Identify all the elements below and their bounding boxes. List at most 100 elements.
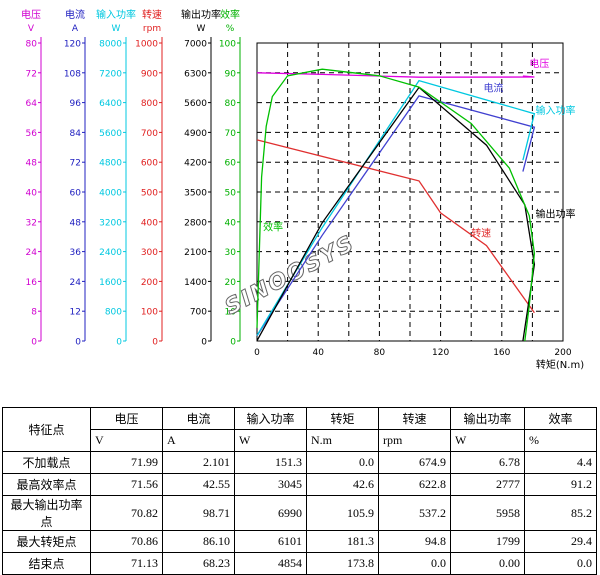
x-tick-label: 160 (493, 348, 510, 358)
table-cell: 0.0 (306, 451, 379, 474)
table-unit-cell: N.m (306, 429, 379, 452)
series-label-efficiency: 效率 (263, 221, 283, 234)
table-cell: 4.4 (524, 451, 597, 474)
performance-chart: 电压 V 0 8 16 24 32 40 48 56 64 72 80 电流 A 0 12 24 36 48 60 72 8… (21, 8, 584, 371)
table-cell: 42.55 (162, 473, 235, 496)
table-cell: 622.8 (378, 473, 451, 496)
x-tick-label: 120 (432, 348, 449, 358)
voltage-axis-unit: V (28, 24, 35, 34)
table-unit-cell: V (90, 429, 163, 452)
x-tick-label: 80 (374, 348, 386, 358)
speed-tick-label: 100 (141, 308, 158, 318)
series-line-efficiency (256, 68, 536, 342)
table-cell: 1799 (450, 530, 525, 553)
efficiency-tick-label: 70 (225, 129, 237, 139)
table-header-cell: 特征点 (2, 407, 91, 452)
table-cell: 0.0 (378, 552, 451, 575)
table-row-label: 最大输出功率点 (2, 495, 91, 531)
current-tick-label: 96 (70, 99, 82, 109)
table-row-label: 不加载点 (2, 451, 91, 474)
current-axis-title: 电流 (65, 8, 85, 21)
y-axes: 电压 V 0 8 16 24 32 40 48 56 64 72 80 电流 A 0 12 24 36 48 60 72 8… (21, 8, 241, 348)
efficiency-axis: 效率% 0 10 20 30 40 50 60 70 80 90 100 (219, 8, 241, 348)
table-unit-cell: rpm (378, 429, 451, 452)
speed-tick-label: 0 (152, 338, 158, 348)
table-cell: 94.8 (378, 530, 451, 553)
voltage-tick-label: 8 (31, 308, 37, 318)
output-power-axis: 输出功率 W 0 700 1400 2100 2800 3500 4200 4900 5600 630… (181, 8, 221, 348)
speed-tick-label: 700 (141, 129, 158, 139)
input-power-tick-label: 1600 (99, 278, 122, 288)
efficiency-tick-label: 0 (230, 338, 236, 348)
input-power-axis: 输入功率 W 0 800 1600 2400 3200 4000 4800 5600 6400 720… (96, 8, 136, 348)
output-power-tick-label: 0 (201, 338, 207, 348)
table-cell: 86.10 (162, 530, 235, 553)
speed-tick-label: 400 (141, 218, 158, 228)
speed-tick-label: 300 (141, 248, 158, 258)
series-line-input-power (256, 79, 536, 336)
table-unit-row: V A W N.m rpm W% (3, 429, 597, 452)
table-cell: 537.2 (378, 495, 451, 531)
series-line-speed (256, 139, 535, 314)
table-cell: 2.101 (162, 451, 235, 474)
table-cell: 6101 (234, 530, 307, 553)
table-row-label: 最大转矩点 (2, 530, 91, 553)
efficiency-tick-label: 90 (225, 69, 237, 79)
table-cell: 0.00 (450, 552, 525, 575)
series-label-speed: 转速 (471, 227, 491, 240)
voltage-tick-label: 0 (31, 338, 37, 348)
output-power-tick-label: 7000 (184, 40, 207, 50)
current-tick-label: 108 (64, 69, 81, 79)
speed-tick-label: 500 (141, 189, 158, 199)
table-cell: 71.13 (90, 552, 163, 575)
series-label-voltage: 电压 (529, 57, 549, 70)
x-axis-title: 转矩(N.m) (536, 358, 584, 371)
plot-grid (256, 42, 564, 342)
output-power-axis-unit: W (197, 24, 206, 34)
table-header-row: 特征点 电压 电流 输入功率 转矩 转速 输出功率 效率 (2, 407, 597, 452)
series-label-output-power: 输出功率 (535, 208, 575, 221)
efficiency-tick-label: 40 (225, 218, 237, 228)
x-tick-label: 200 (554, 348, 571, 358)
table-cell: 105.9 (306, 495, 379, 531)
voltage-tick-label: 56 (26, 129, 38, 139)
table-unit-cell: A (162, 429, 235, 452)
voltage-tick-label: 64 (26, 99, 38, 109)
table-cell: 6990 (234, 495, 307, 531)
table-cell: 4854 (234, 552, 307, 575)
input-power-tick-label: 8000 (99, 40, 122, 50)
voltage-tick-label: 80 (26, 40, 38, 50)
output-power-tick-label: 2800 (184, 218, 207, 228)
input-power-tick-label: 6400 (99, 99, 122, 109)
series-line-output-power (256, 86, 536, 342)
table-cell: 2777 (450, 473, 525, 496)
table-cell: 68.23 (162, 552, 235, 575)
table-cell: 151.3 (234, 451, 307, 474)
table-cell: 0.0 (524, 552, 597, 575)
current-tick-label: 84 (70, 129, 82, 139)
current-tick-label: 24 (70, 278, 82, 288)
current-axis: 电流 A 0 12 24 36 48 60 72 84 96 108 120 (64, 8, 86, 348)
current-tick-label: 120 (64, 40, 81, 50)
voltage-tick-label: 16 (26, 278, 38, 288)
current-tick-label: 72 (70, 159, 81, 169)
input-power-axis-unit: W (112, 24, 121, 34)
current-tick-label: 48 (70, 218, 82, 228)
table-cell: 70.86 (90, 530, 163, 553)
table-cell: 85.2 (524, 495, 597, 531)
table-cell: 5958 (450, 495, 525, 531)
table-row: 最高效率点 71.56 42.55 3045 42.6 622.8 2777 91.2 (2, 473, 597, 496)
output-power-tick-label: 2100 (184, 248, 207, 258)
table-row: 不加载点 71.99 2.101 151.3 0.0 674.9 6.78 4.4 (2, 451, 597, 474)
table-header-cell: 转速 (378, 407, 451, 430)
efficiency-tick-label: 60 (225, 159, 237, 169)
x-tick-label: 0 (254, 348, 260, 358)
watermark: SINOOSYS (221, 231, 359, 320)
table-row: 最大输出功率点 70.82 98.71 6990 105.9 537.2 5958 85.2 (2, 495, 597, 531)
input-power-tick-label: 2400 (99, 248, 122, 258)
voltage-axis-title: 电压 (21, 8, 41, 21)
efficiency-tick-label: 30 (225, 248, 237, 258)
table-cell: 71.99 (90, 451, 163, 474)
x-tick-label: 40 (312, 348, 324, 358)
